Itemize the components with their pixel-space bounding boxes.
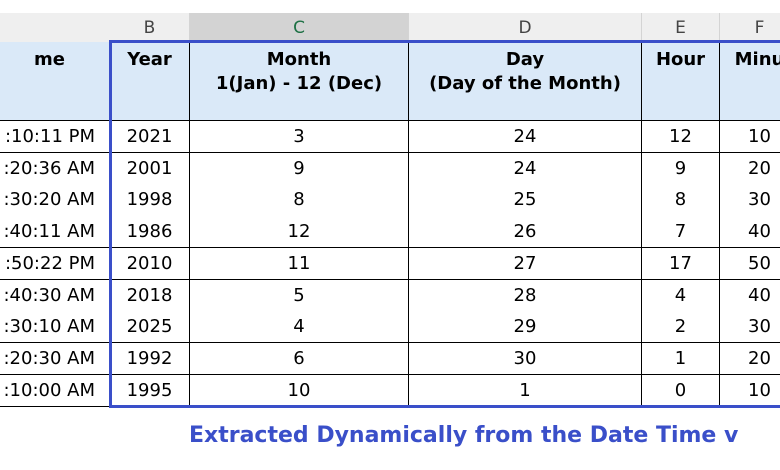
table-cell[interactable]: :30:10 AM — [0, 311, 110, 344]
table-cell[interactable]: 2025 — [110, 311, 190, 344]
header-cell-d[interactable]: Day (Day of the Month) — [409, 42, 642, 121]
table-cell[interactable]: 28 — [409, 279, 642, 312]
table-cell[interactable]: :40:30 AM — [0, 279, 110, 312]
table-cell[interactable]: 2001 — [110, 152, 190, 185]
table-cell[interactable]: 26 — [409, 216, 642, 249]
table-cell[interactable]: 20 — [720, 152, 780, 185]
table-cell[interactable]: :30:20 AM — [0, 184, 110, 217]
table-cell[interactable]: 9 — [190, 152, 409, 185]
table-cell[interactable]: 40 — [720, 216, 780, 249]
header-cell-a[interactable]: me — [0, 42, 110, 121]
table-cell[interactable]: 2021 — [110, 121, 190, 154]
header-cell-f[interactable]: Minu — [720, 42, 780, 121]
table-cell[interactable]: 1 — [409, 374, 642, 407]
header-cell-c[interactable]: Month 1(Jan) - 12 (Dec) — [190, 42, 409, 121]
header-cell-e[interactable]: Hour — [642, 42, 720, 121]
table-cell[interactable]: 11 — [190, 247, 409, 280]
table-cell[interactable]: 27 — [409, 247, 642, 280]
table-cell[interactable]: 30 — [409, 342, 642, 376]
table-cell[interactable]: 50 — [720, 247, 780, 280]
column-header-d[interactable]: D — [409, 13, 642, 42]
table-cell[interactable]: 8 — [642, 184, 720, 217]
table-cell[interactable]: :50:22 PM — [0, 247, 110, 280]
table-cell[interactable]: 2018 — [110, 279, 190, 312]
table-cell[interactable]: :10:11 PM — [0, 121, 110, 154]
table-cell[interactable]: 6 — [190, 342, 409, 376]
table-cell[interactable]: 1992 — [110, 342, 190, 376]
table-cell[interactable]: 4 — [190, 311, 409, 344]
table-cell[interactable]: 10 — [720, 121, 780, 154]
table-cell[interactable]: 0 — [642, 374, 720, 407]
table-cell[interactable]: 3 — [190, 121, 409, 154]
column-header-f[interactable]: F — [720, 13, 780, 42]
table-cell[interactable]: :40:11 AM — [0, 216, 110, 249]
table-cell[interactable]: 12 — [190, 216, 409, 249]
table-cell[interactable]: 4 — [642, 279, 720, 312]
table-cell[interactable]: 25 — [409, 184, 642, 217]
table-cell[interactable]: 1995 — [110, 374, 190, 407]
column-header-c[interactable]: C — [190, 13, 409, 42]
table-cell[interactable]: 10 — [190, 374, 409, 407]
table-cell[interactable]: 30 — [720, 311, 780, 344]
column-header-b[interactable]: B — [110, 13, 190, 42]
table-cell[interactable]: 24 — [409, 121, 642, 154]
table-cell[interactable]: 30 — [720, 184, 780, 217]
table-cell[interactable]: 9 — [642, 152, 720, 185]
header-cell-b[interactable]: Year — [110, 42, 190, 121]
table-cell[interactable]: 1 — [642, 342, 720, 376]
table-cell[interactable]: 12 — [642, 121, 720, 154]
table-cell[interactable]: 17 — [642, 247, 720, 280]
table-cell[interactable]: 2 — [642, 311, 720, 344]
table-cell[interactable]: :20:30 AM — [0, 342, 110, 376]
table-cell[interactable]: 1986 — [110, 216, 190, 249]
table-cell[interactable]: 10 — [720, 374, 780, 407]
caption-text: Extracted Dynamically from the Date Time… — [189, 423, 739, 448]
table-cell[interactable]: 20 — [720, 342, 780, 376]
table-cell[interactable]: 24 — [409, 152, 642, 185]
table-cell[interactable]: 1998 — [110, 184, 190, 217]
table-cell[interactable]: 29 — [409, 311, 642, 344]
table-cell[interactable]: 8 — [190, 184, 409, 217]
table-cell[interactable]: 2010 — [110, 247, 190, 280]
table-cell[interactable]: 7 — [642, 216, 720, 249]
table-cell[interactable]: 40 — [720, 279, 780, 312]
table-cell[interactable]: 5 — [190, 279, 409, 312]
table-cell[interactable]: :20:36 AM — [0, 152, 110, 185]
table-cell[interactable]: :10:00 AM — [0, 374, 110, 407]
column-header-e[interactable]: E — [642, 13, 720, 42]
